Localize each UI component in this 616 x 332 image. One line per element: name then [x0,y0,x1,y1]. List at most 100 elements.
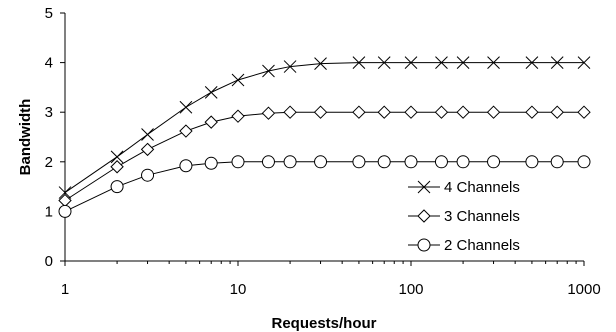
diamond-marker [110,160,124,174]
diamond-marker [456,105,470,119]
x-marker [179,100,193,114]
diamond-marker [352,105,366,119]
legend-item: 2 Channels [408,237,520,254]
x-marker [417,180,431,194]
data-series [58,56,591,218]
circle-marker [577,155,591,169]
x-marker [352,56,366,69]
series-x [58,56,591,199]
circle-marker [261,155,275,169]
series-line [64,62,584,193]
diamond-marker [404,105,418,119]
circle-marker [204,156,218,170]
legend-label: 3 Channels [444,208,520,225]
diamond-marker [204,115,218,129]
circle-marker [434,155,448,169]
y-tick-label: 1 [45,203,53,220]
circle-marker [487,155,501,169]
x-marker-stroke [58,186,72,199]
x-marker [577,56,591,69]
x-marker [283,60,297,73]
circle-marker [110,180,124,194]
x-tick-label: 100 [398,281,423,298]
y-axis-title: Bandwidth [17,99,34,176]
y-tick-label: 2 [45,154,53,171]
circle-marker [141,168,155,182]
legend-item: 4 Channels [408,179,520,196]
diamond-marker [486,105,501,119]
circle-marker [456,155,470,169]
x-marker [377,56,391,69]
x-marker-stroke [404,56,418,69]
circle-marker [231,155,245,169]
diamond-marker [550,105,564,119]
diamond-marker [313,105,328,119]
y-tick-label: 4 [45,55,53,72]
x-marker-stroke [487,56,500,69]
circle-marker [352,155,366,169]
circle-marker [58,204,72,218]
diamond-marker [283,105,297,119]
series-circle [58,155,591,218]
x-marker [404,56,418,69]
diamond-marker [179,124,193,138]
x-tick-label: 1000 [567,281,600,298]
x-marker [456,56,470,69]
legend-label: 2 Channels [444,237,520,254]
x-marker [141,128,154,141]
circle-marker [417,238,431,252]
circle-marker [314,155,328,169]
y-tick-label: 5 [45,5,53,22]
circle-marker [283,155,297,169]
x-marker [314,57,327,70]
y-tick-label: 0 [45,253,53,270]
diamond-marker [261,106,276,120]
diamond-marker [140,142,155,157]
tick-marks [60,12,585,266]
x-tick-label: 10 [230,281,247,298]
diamond-marker [434,105,449,119]
x-marker-stroke [204,86,218,99]
x-marker [110,150,124,164]
legend-label: 4 Channels [444,179,520,196]
series-diamond [58,105,591,208]
x-marker-stroke [179,100,193,114]
x-marker-stroke [435,56,448,69]
x-marker-stroke [456,56,470,69]
x-marker-stroke [352,56,366,69]
x-marker-stroke [283,60,297,73]
y-tick-label: 3 [45,104,53,121]
diamond-marker [525,105,539,119]
x-marker-stroke [231,73,245,87]
x-tick-label: 1 [61,281,69,298]
x-marker-stroke [314,57,327,70]
x-marker [487,56,500,69]
circle-marker [377,155,391,169]
legend: 4 Channels 3 Channels 2 Channels [408,179,520,254]
x-marker [231,73,245,87]
x-marker-stroke [141,128,154,141]
x-marker-stroke [377,56,391,69]
x-marker-stroke [577,56,591,69]
x-axis-title: Requests/hour [271,315,376,332]
diamond-marker [377,105,391,119]
x-marker-stroke [262,64,275,78]
x-marker-stroke [550,56,564,69]
legend-item: 3 Channels [408,208,520,225]
x-marker-stroke [525,56,539,69]
circle-marker [550,155,564,169]
axes [64,13,584,262]
circle-marker [179,159,193,173]
x-marker [435,56,448,69]
x-marker-stroke [110,150,124,164]
circle-marker [525,155,539,169]
diamond-marker [231,109,245,123]
x-marker [262,64,275,78]
x-marker [550,56,564,69]
x-marker-stroke [417,180,431,194]
x-marker [525,56,539,69]
x-marker [204,86,218,99]
diamond-marker [577,105,591,119]
